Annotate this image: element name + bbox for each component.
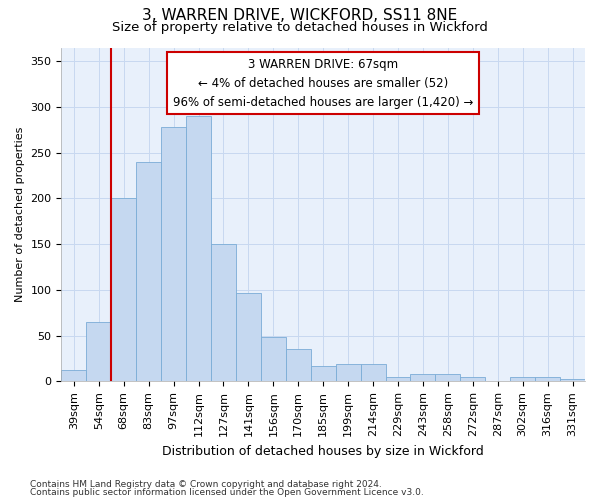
- Bar: [311, 366, 335, 382]
- Bar: [236, 292, 261, 382]
- Bar: [535, 376, 560, 382]
- Bar: [436, 374, 460, 382]
- X-axis label: Distribution of detached houses by size in Wickford: Distribution of detached houses by size …: [163, 444, 484, 458]
- Bar: [361, 364, 386, 382]
- Text: Contains public sector information licensed under the Open Government Licence v3: Contains public sector information licen…: [30, 488, 424, 497]
- Bar: [410, 374, 436, 382]
- Y-axis label: Number of detached properties: Number of detached properties: [15, 126, 25, 302]
- Bar: [86, 322, 111, 382]
- Bar: [460, 376, 485, 382]
- Bar: [211, 244, 236, 382]
- Bar: [161, 127, 186, 382]
- Bar: [61, 370, 86, 382]
- Bar: [386, 376, 410, 382]
- Text: Size of property relative to detached houses in Wickford: Size of property relative to detached ho…: [112, 21, 488, 34]
- Bar: [560, 380, 585, 382]
- Bar: [111, 198, 136, 382]
- Bar: [186, 116, 211, 382]
- Bar: [136, 162, 161, 382]
- Text: 3 WARREN DRIVE: 67sqm
← 4% of detached houses are smaller (52)
96% of semi-detac: 3 WARREN DRIVE: 67sqm ← 4% of detached h…: [173, 58, 473, 108]
- Text: 3, WARREN DRIVE, WICKFORD, SS11 8NE: 3, WARREN DRIVE, WICKFORD, SS11 8NE: [142, 8, 458, 22]
- Bar: [510, 376, 535, 382]
- Bar: [335, 364, 361, 382]
- Bar: [286, 350, 311, 382]
- Text: Contains HM Land Registry data © Crown copyright and database right 2024.: Contains HM Land Registry data © Crown c…: [30, 480, 382, 489]
- Bar: [261, 338, 286, 382]
